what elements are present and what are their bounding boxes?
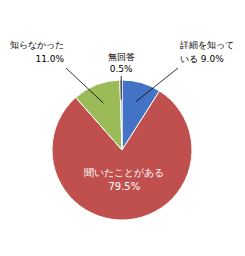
slices (52, 80, 192, 220)
slice-label: 知らなかった (10, 40, 64, 50)
slice-label: 詳細を知って (180, 40, 234, 50)
slice-label: 79.5% (108, 181, 140, 192)
leader-line (136, 68, 178, 102)
leader-line (121, 76, 122, 100)
slice-label: 11.0% (35, 54, 64, 64)
slice-label: 聞いたことがある (84, 167, 164, 178)
slice-label: いる 9.0% (180, 54, 224, 64)
slice (76, 80, 122, 150)
leader-line (66, 68, 103, 103)
labels: 詳細を知っている 9.0% 聞いたことがある 79.5% 知らなかった 11.0% 無回答… (10, 40, 234, 192)
chart: 詳細を知っている 9.0% 聞いたことがある 79.5% 知らなかった 11.0% 無回答… (0, 0, 245, 256)
slice-label: 無回答 (108, 52, 135, 62)
slice-label: 0.5% (110, 64, 133, 74)
